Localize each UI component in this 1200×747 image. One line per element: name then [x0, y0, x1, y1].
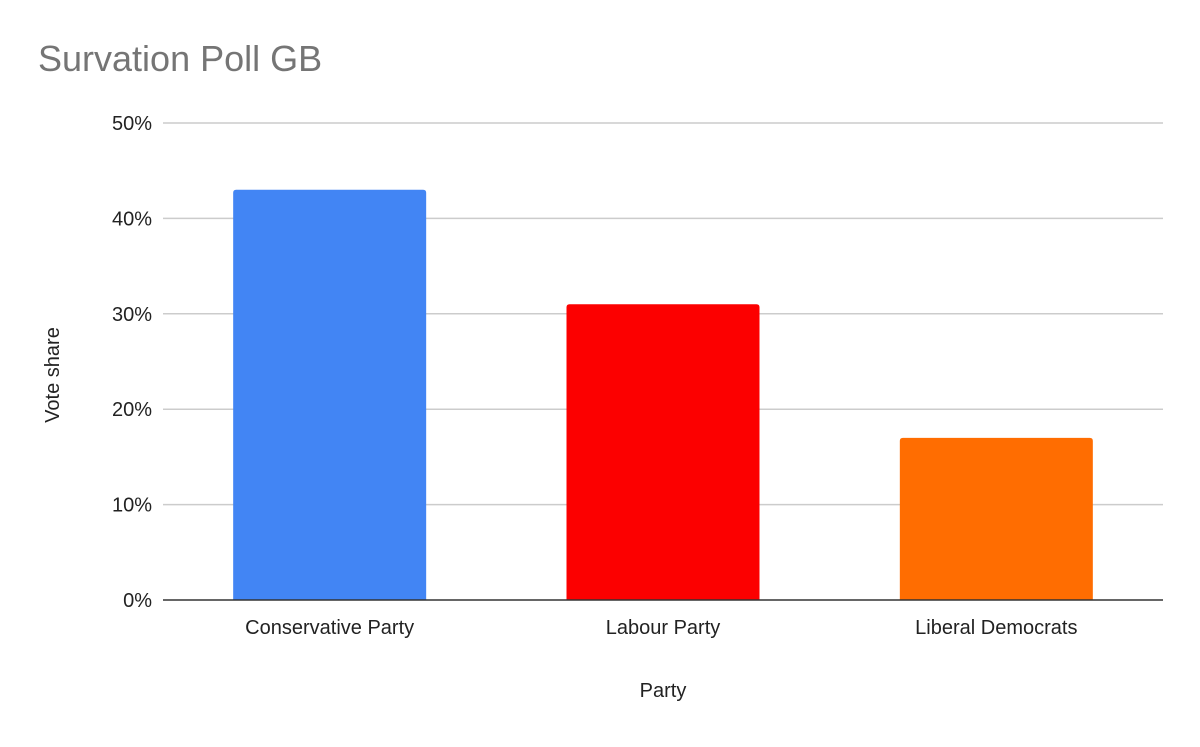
y-axis-title: Vote share — [42, 327, 64, 423]
bar — [899, 437, 1093, 600]
x-tick-label: Liberal Democrats — [915, 617, 1077, 639]
x-axis-title: Party — [640, 680, 687, 702]
chart-title: Survation Poll GB — [38, 38, 323, 79]
bars — [233, 189, 1093, 600]
labels: Party Vote share 0% 10% 20% 30% 40% 50% Conser… — [42, 113, 1077, 702]
y-tick-label: 20% — [112, 399, 152, 421]
y-tick-label: 30% — [112, 304, 152, 326]
y-tick-label: 0% — [123, 590, 152, 612]
y-tick-label: 50% — [112, 113, 152, 135]
y-tick-label: 40% — [112, 208, 152, 230]
x-tick-label: Labour Party — [606, 617, 721, 639]
y-tick-label: 10% — [112, 495, 152, 517]
bar — [566, 304, 760, 600]
bar — [233, 189, 427, 600]
x-tick-label: Conservative Party — [245, 617, 414, 639]
